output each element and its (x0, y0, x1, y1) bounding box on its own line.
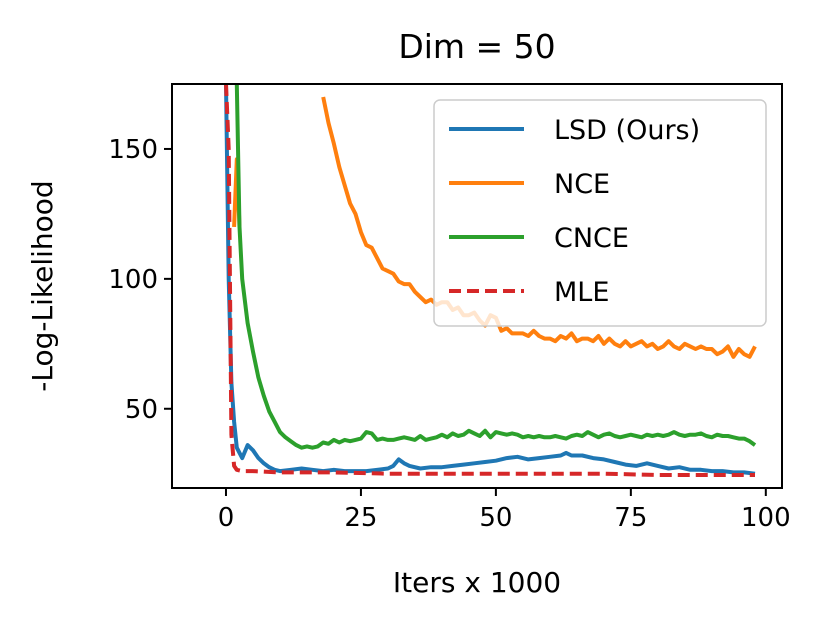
legend: LSD (Ours) NCE CNCE MLE (433, 99, 767, 327)
y-tick-label: 50 (125, 395, 158, 425)
x-tick-label: 100 (741, 503, 791, 533)
series-line-mle (224, 84, 755, 477)
series-line-cnce (234, 84, 757, 450)
legend-label-cnce: CNCE (554, 223, 629, 254)
legend-label-nce: NCE (554, 169, 610, 200)
x-tick-label: 0 (218, 503, 235, 533)
x-tick-label: 25 (344, 503, 377, 533)
series-line-nce-2 (321, 96, 757, 359)
series-line-lsd-ours (224, 84, 756, 476)
x-tick-label: 75 (614, 503, 647, 533)
chart-title: Dim = 50 (398, 27, 555, 66)
x-axis-title: Iters x 1000 (393, 566, 561, 599)
legend-label-lsd: LSD (Ours) (554, 115, 700, 146)
legend-label-mle: MLE (554, 277, 609, 308)
legend-box (433, 99, 767, 327)
plot-frame (171, 83, 783, 489)
series-lines (224, 84, 757, 477)
x-tick-label: 50 (479, 503, 512, 533)
y-axis-title: -Log-Likelihood (26, 180, 59, 391)
y-tick-label: 100 (108, 265, 158, 295)
y-tick-label: 150 (108, 135, 158, 165)
axis-ticks: 0 25 50 75 100 50 100 150 (108, 135, 790, 533)
